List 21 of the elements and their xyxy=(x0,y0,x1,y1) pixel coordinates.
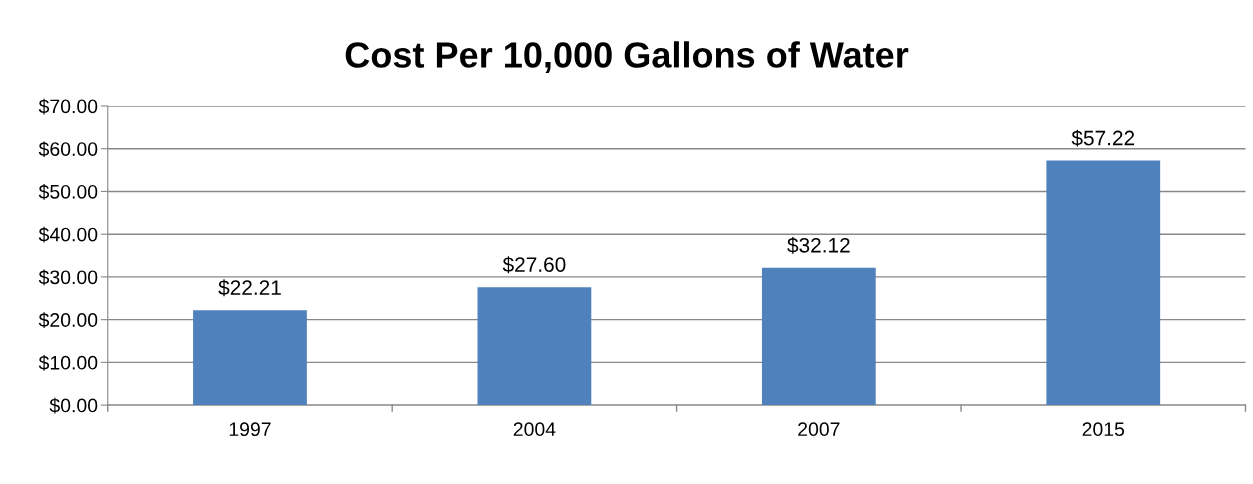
data-label: $27.60 xyxy=(502,256,566,274)
bar xyxy=(193,310,307,406)
x-tick-label: 2015 xyxy=(1082,422,1125,437)
y-tick-label: $70.00 xyxy=(38,98,98,115)
bar xyxy=(1046,160,1161,406)
x-tick-label: 2004 xyxy=(513,422,556,437)
y-tick-label: $0.00 xyxy=(49,397,98,414)
data-label: $32.12 xyxy=(787,237,850,254)
x-tick-label: 2007 xyxy=(798,422,840,437)
chart-title: Cost Per 10,000 Gallons of Water xyxy=(345,41,909,74)
y-tick-label: $10.00 xyxy=(38,355,98,371)
y-tick-label: $40.00 xyxy=(38,226,98,243)
data-label: $57.22 xyxy=(1071,129,1135,147)
bar xyxy=(477,287,592,406)
y-tick-label: $20.00 xyxy=(38,312,98,329)
y-tick-label: $60.00 xyxy=(38,141,98,158)
bar xyxy=(761,267,876,406)
x-tick-label: 1997 xyxy=(229,422,271,437)
y-tick-label: $50.00 xyxy=(38,184,98,200)
y-tick-label: $30.00 xyxy=(38,269,98,286)
data-label: $22.21 xyxy=(218,279,281,297)
